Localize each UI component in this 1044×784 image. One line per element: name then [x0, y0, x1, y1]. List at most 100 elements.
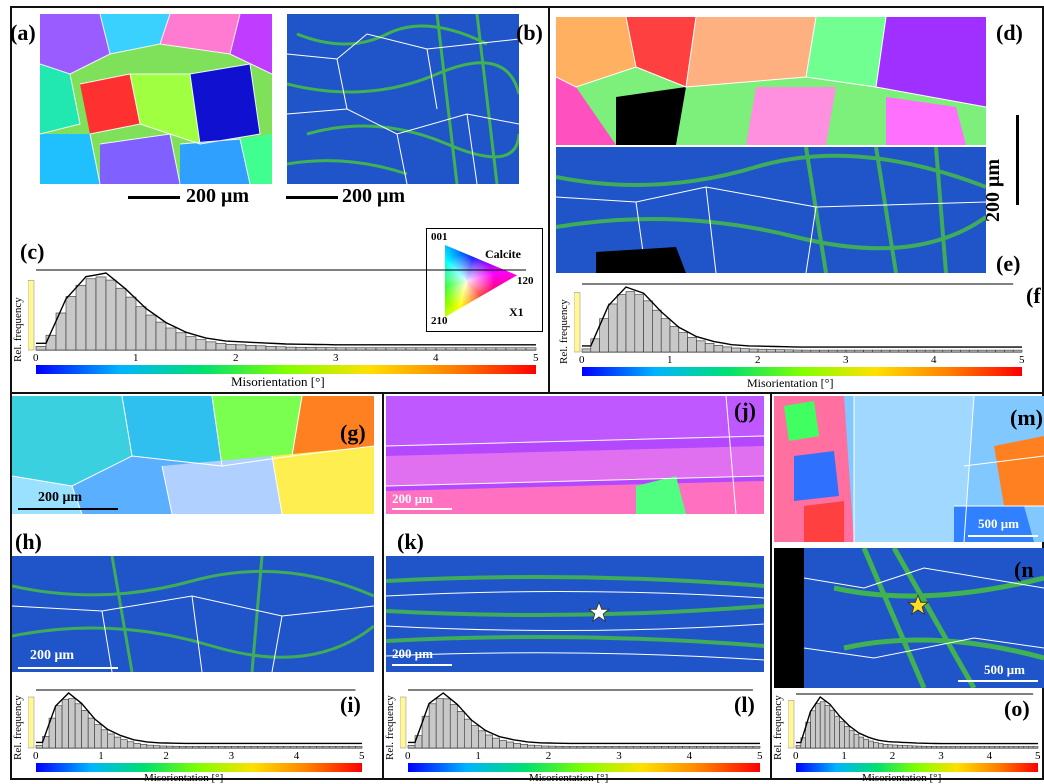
- bar-c-5: [85, 278, 97, 351]
- bar-f-19: [748, 348, 759, 353]
- series-outline-f: [582, 286, 1022, 348]
- bar-f-10: [669, 326, 680, 353]
- bar-o-15: [868, 740, 874, 749]
- bar-i-12: [113, 736, 122, 749]
- bar-f-7: [643, 300, 653, 353]
- bar-i-4: [61, 698, 69, 749]
- bar-c-0: [35, 346, 47, 351]
- bar-i-5: [68, 698, 76, 749]
- panel-label-k: (k): [397, 529, 424, 554]
- bar-l-5: [442, 698, 451, 749]
- bar-f-41: [942, 349, 952, 353]
- bar-c-16: [195, 339, 207, 351]
- scalebar-label-b: 200 μm: [342, 185, 405, 207]
- bar-o-9: [839, 721, 845, 749]
- bar-c-29: [325, 347, 337, 351]
- bar-o-22: [902, 745, 908, 749]
- bar-i-20: [166, 745, 174, 749]
- bar-i-25: [198, 746, 206, 749]
- bar-c-33: [365, 347, 377, 351]
- bar-l-39: [682, 746, 690, 749]
- histogram-o: [788, 693, 1039, 749]
- bar-f-11: [678, 332, 688, 353]
- scalebar-label-n: 500 μm: [984, 662, 1025, 677]
- ipf-legend: 001 Calcite 120 X1 210: [426, 228, 543, 332]
- scalebar-label-a: 200 μm: [186, 185, 249, 207]
- bar-o-28: [931, 746, 937, 749]
- bar-c-40: [435, 347, 447, 351]
- bar-o-13: [858, 736, 865, 749]
- bar-f-31: [854, 349, 864, 353]
- bar-l-30: [618, 746, 627, 749]
- bar-i-40: [296, 746, 304, 749]
- scalebar-line-m: [968, 535, 1038, 537]
- tick-label-l-0: 0: [405, 750, 411, 762]
- bar-f-30: [845, 349, 856, 353]
- bar-i-38: [283, 746, 291, 749]
- bar-i-9: [94, 724, 102, 749]
- bar-l-31: [625, 746, 634, 749]
- bar-o-46: [1018, 746, 1024, 749]
- bar-c-14: [175, 332, 187, 351]
- panel-label-c: (c): [20, 239, 45, 264]
- kam-map-e: [556, 147, 986, 273]
- bar-i-36: [270, 746, 278, 749]
- bar-l-35: [654, 746, 662, 749]
- scalebar-line-k: [392, 664, 452, 666]
- bar-o-7: [829, 709, 836, 749]
- bar-i-33: [250, 746, 258, 749]
- bar-o-21: [897, 744, 903, 749]
- bar-o-34: [960, 746, 966, 749]
- bar-o-41: [994, 746, 1000, 749]
- panel-label-b: (b): [516, 20, 543, 45]
- ipf-map-g: [12, 396, 374, 514]
- x-axis-label-c: Misorientation [°]: [231, 374, 325, 389]
- scalebar-label-g: 200 μm: [38, 490, 83, 505]
- histogram-i: [28, 689, 363, 749]
- bar-o-0: [795, 745, 802, 749]
- bar-c-18: [215, 343, 227, 351]
- bar-i-41: [303, 746, 311, 749]
- bar-c-11: [145, 314, 157, 351]
- histogram-f: [574, 283, 1023, 353]
- bar-i-23: [185, 746, 193, 749]
- bar-i-31: [237, 746, 245, 749]
- tick-label-o-2: 2: [889, 750, 896, 762]
- bar-c-38: [415, 347, 427, 351]
- bar-f-32: [863, 349, 873, 353]
- panel-label-m: (m): [1010, 405, 1043, 430]
- bar-o-37: [974, 746, 981, 749]
- bar-l-11: [485, 734, 493, 749]
- bar-i-30: [231, 746, 239, 749]
- scalebar-label-j: 200 μm: [392, 491, 433, 506]
- x-axis-label-l: Misorientation [°]: [529, 772, 609, 784]
- bar-f-21: [766, 349, 776, 353]
- bar-o-8: [834, 715, 840, 749]
- bar-f-24: [792, 349, 803, 353]
- panel-label-g: (g): [340, 420, 366, 445]
- bar-i-18: [153, 745, 161, 749]
- bar-c-27: [305, 347, 317, 351]
- panel-label-f: (f: [1026, 283, 1041, 308]
- bar-f-16: [722, 346, 732, 353]
- bar-i-0: [35, 745, 43, 749]
- scalebar-label-k: 200 μm: [392, 646, 433, 661]
- y-axis-label-l: Rel. frequency: [384, 695, 396, 760]
- bar-c-6: [95, 276, 107, 351]
- bar-f-44: [968, 349, 979, 353]
- bar-f-25: [801, 349, 812, 353]
- bar-i-37: [276, 746, 285, 749]
- bar-l-7: [456, 711, 465, 749]
- bar-c-21: [245, 345, 257, 351]
- bar-o-25: [916, 745, 923, 749]
- series-outline-c: [36, 272, 536, 346]
- bar-l-37: [668, 746, 676, 749]
- bar-l-4: [435, 698, 444, 749]
- tick-label-o-5: 5: [1035, 750, 1041, 762]
- bar-f-6: [634, 294, 644, 353]
- legend-pole-001: 001: [431, 231, 448, 243]
- bar-f-3: [608, 303, 618, 353]
- bar-i-13: [120, 739, 128, 749]
- panel-label-l: (l): [734, 692, 755, 717]
- bar-o-18: [882, 743, 889, 749]
